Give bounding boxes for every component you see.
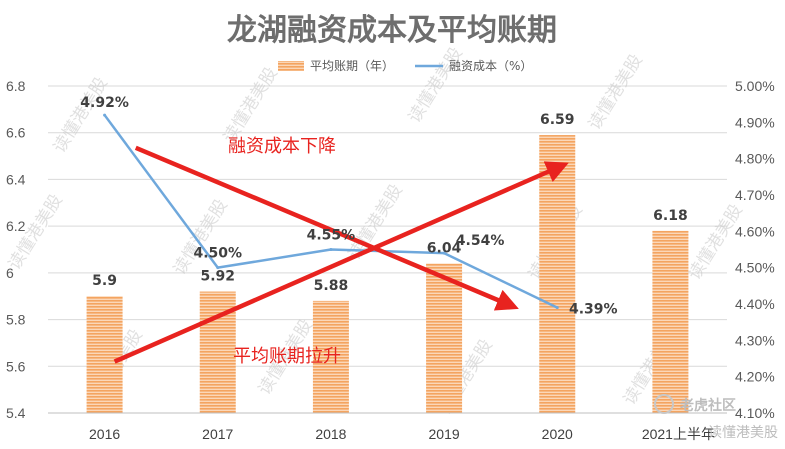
right-tick-label: 4.30% [735, 332, 775, 348]
line-value-label: 4.39% [569, 302, 618, 318]
bar-value-label: 6.04 [427, 241, 462, 257]
bar [86, 296, 123, 413]
category-label: 2017 [202, 426, 233, 442]
left-tick-label: 6.4 [6, 171, 26, 187]
bar [539, 135, 576, 414]
line-value-label: 4.92% [80, 95, 129, 111]
left-tick-label: 5.6 [6, 358, 26, 374]
line-point [442, 251, 446, 255]
bar-value-label: 5.92 [200, 269, 235, 285]
annotation-arrow [134, 145, 519, 311]
left-tick-label: 6.6 [6, 125, 26, 141]
brand-logo-icon [654, 394, 674, 414]
watermark-text: 读懂港美股 [220, 64, 282, 147]
watermark-text: 读懂港美股 [585, 51, 647, 134]
category-label: 2021上半年 [642, 426, 715, 442]
line-value-label: 4.55% [307, 228, 356, 244]
left-tick-label: 6.2 [6, 218, 26, 234]
right-tick-label: 4.40% [735, 296, 775, 312]
gridlines [48, 85, 727, 414]
right-tick-label: 4.70% [735, 187, 775, 203]
axes: 5.4 5.6 5.8 6 6.2 6.4 6.6 6.8 4.10% 4.20% 4.30% 4.4… [6, 78, 775, 442]
line-point [329, 248, 333, 251]
category-label: 2019 [429, 426, 460, 442]
line-series [103, 113, 559, 310]
bar-value-label: 5.88 [314, 278, 349, 294]
line-point [216, 266, 220, 270]
line-value-label: 4.54% [456, 233, 505, 249]
bar-series [86, 135, 689, 414]
chart-title: 龙湖融资成本及平均账期 [227, 13, 557, 48]
line-value-label: 4.50% [193, 246, 242, 262]
right-tick-label: 4.80% [735, 151, 775, 167]
legend-label-bar: 平均账期（年） [310, 59, 394, 73]
category-label: 2020 [542, 426, 573, 442]
brand-suffix: 读懂港美股 [708, 424, 778, 441]
data-labels: 5.9 5.92 5.88 6.04 6.59 6.18 4.92% 4.50% 4.55% 4.… [80, 95, 687, 367]
bar-value-label: 6.18 [653, 208, 688, 224]
left-tick-label: 5.8 [6, 312, 26, 328]
line-point [555, 306, 559, 310]
right-tick-label: 4.90% [735, 114, 775, 130]
right-tick-label: 4.60% [735, 223, 775, 239]
bar-value-label: 5.9 [92, 273, 117, 289]
left-tick-label: 5.4 [6, 405, 26, 421]
brand-name: 老虎社区 [680, 397, 736, 414]
legend-swatch-bar [278, 61, 304, 71]
right-tick-label: 4.50% [735, 260, 775, 276]
annotation-arrow [113, 161, 569, 364]
left-tick-label: 6 [6, 265, 14, 281]
left-tick-label: 6.8 [6, 78, 26, 94]
line-point [103, 113, 107, 117]
bar [312, 300, 349, 413]
category-label: 2016 [89, 426, 120, 442]
annotation-label: 平均账期拉升 [233, 346, 341, 367]
annotation-arrows [113, 145, 569, 364]
right-tick-label: 4.10% [735, 405, 775, 421]
watermark-text: 读懂港美股 [405, 44, 467, 127]
category-label: 2018 [315, 426, 346, 442]
legend-label-line: 融资成本（%） [449, 59, 532, 73]
bar-value-label: 6.59 [540, 112, 575, 128]
annotation-label: 融资成本下降 [228, 136, 336, 157]
bar [426, 263, 463, 413]
bar [652, 230, 689, 413]
right-tick-label: 5.00% [735, 78, 775, 94]
right-tick-label: 4.20% [735, 369, 775, 385]
legend: 平均账期（年） 融资成本（%） [278, 59, 532, 73]
